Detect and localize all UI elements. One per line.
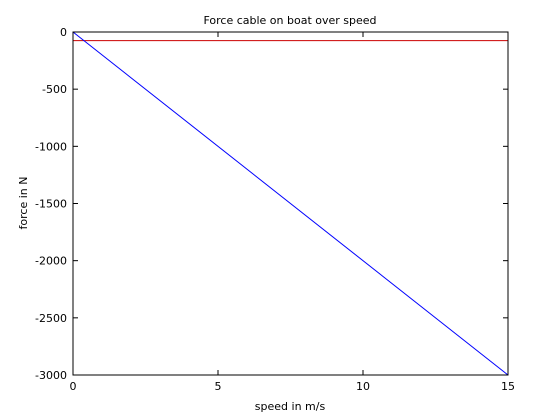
y-tick-label: -1000 [35,140,67,153]
y-axis-ticks: 0 -500 -1000 -1500 -2000 -2500 -3000 [35,26,508,382]
x-tick-label: 15 [501,380,515,393]
x-axis-ticks: 0 5 10 15 [70,32,515,393]
y-axis-label: force in N [17,177,30,230]
y-tick-label: -2500 [35,312,67,325]
y-tick-label: -500 [42,83,67,96]
y-tick-label: 0 [60,26,67,39]
y-tick-label: -3000 [35,369,67,382]
x-tick-label: 5 [215,380,222,393]
x-axis-label: speed in m/s [255,400,326,413]
y-tick-label: -1500 [35,198,67,211]
series-layer [72,31,509,376]
chart-title: Force cable on boat over speed [203,14,376,27]
y-tick-label: -2000 [35,255,67,268]
x-tick-label: 10 [356,380,370,393]
x-tick-label: 0 [70,380,77,393]
series-line-2 [72,31,509,376]
